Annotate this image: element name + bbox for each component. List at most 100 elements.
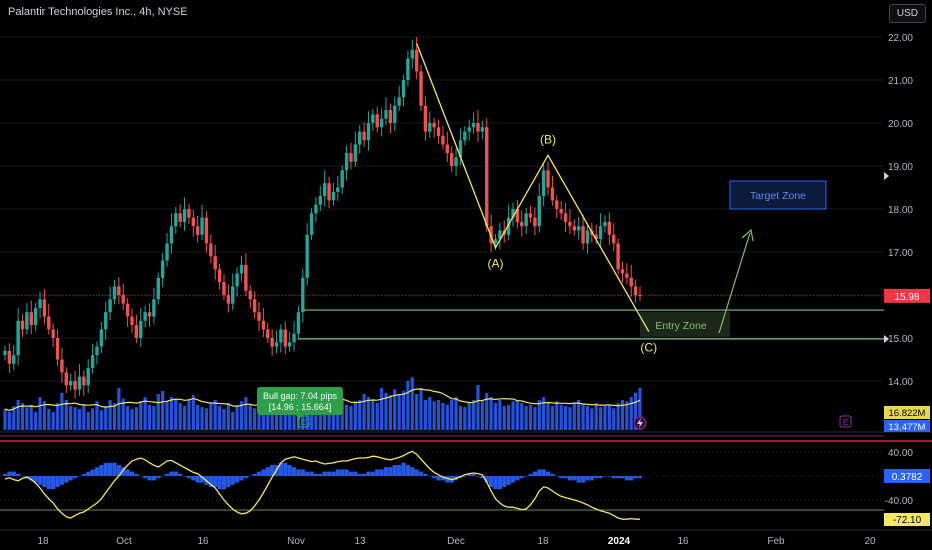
osc-histogram-bar (29, 476, 34, 481)
osc-histogram-bar (392, 465, 397, 476)
volume-bar (467, 403, 471, 430)
candle-body (287, 342, 292, 347)
wave-label: (B) (540, 132, 556, 146)
candle-body (585, 230, 590, 244)
osc-histogram-bar (94, 467, 100, 476)
volume-bar (209, 403, 213, 430)
volume-bar (139, 401, 143, 430)
candle-body (104, 312, 108, 330)
candle-body (476, 123, 480, 132)
osc-histogram-bar (554, 476, 559, 477)
osc-histogram-bar (77, 476, 82, 477)
osc-histogram-bar (2, 473, 8, 476)
osc-histogram-bar (637, 476, 643, 479)
osc-histogram-bar (143, 476, 148, 479)
volume-bar (594, 403, 598, 430)
volume-bar (480, 401, 484, 430)
volume-bar (147, 404, 152, 430)
osc-histogram-bar (572, 476, 577, 481)
volume-bar (104, 406, 108, 430)
candle-body (541, 170, 546, 197)
price-axis-tick: 21.00 (888, 76, 913, 87)
osc-histogram-bar (340, 469, 345, 476)
volume-badge (884, 420, 930, 432)
volume-bar (410, 377, 414, 430)
osc-histogram-bar (261, 469, 266, 476)
candle-body (191, 217, 196, 227)
osc-histogram-bar (585, 476, 590, 481)
bull-gap-tooltip (257, 387, 343, 415)
wave-label: (A) (487, 257, 503, 271)
candle-body (235, 273, 239, 287)
volume-bar (165, 401, 169, 430)
volume-bar (99, 410, 103, 430)
osc-histogram-bar (248, 476, 253, 477)
volume-bar (634, 392, 638, 430)
volume-bar (362, 394, 366, 430)
candle-body (47, 316, 51, 330)
candle-body (449, 153, 454, 166)
volume-bar (344, 404, 349, 430)
volume-bar (371, 398, 375, 430)
candle-body (209, 243, 213, 257)
volume-bar (568, 407, 572, 430)
candle-body (397, 97, 401, 106)
osc-histogram-bar (397, 465, 402, 476)
candle-body (108, 299, 112, 313)
osc-histogram-bar (414, 469, 419, 476)
candle-body (248, 290, 252, 300)
volume-bar (235, 406, 239, 430)
candle-body (156, 277, 160, 300)
candle-body (384, 110, 388, 119)
volume-bar (625, 401, 629, 430)
osc-histogram-bar (489, 476, 494, 487)
candle-body (537, 196, 541, 227)
volume-bar (156, 394, 160, 430)
candle-body (393, 105, 397, 123)
volume-bar (16, 400, 20, 430)
volume-bar (25, 407, 29, 430)
osc-histogram-bar (344, 469, 349, 476)
osc-histogram-bar (405, 465, 410, 476)
candle-body (419, 71, 423, 106)
candle-body (327, 183, 331, 201)
candle-body (423, 105, 428, 132)
osc-histogram-bar (436, 476, 441, 481)
volume-bar (34, 412, 38, 430)
volume-bar (47, 409, 51, 430)
bull-gap-line1: Bull gap: 7.04 pips (263, 391, 338, 401)
candle-body (33, 307, 38, 326)
currency-button[interactable]: USD (888, 4, 926, 23)
candle-body (362, 131, 366, 141)
candle-body (603, 221, 607, 227)
osc-histogram-bar (462, 476, 467, 477)
candle-body (274, 342, 279, 347)
osc-histogram-bar (217, 476, 222, 490)
axis-marker-arrow (884, 172, 889, 180)
osc-histogram-bar (243, 476, 248, 479)
volume-bar (515, 400, 519, 430)
volume-bar (607, 404, 611, 430)
candle-body (283, 329, 287, 347)
volume-bar (283, 406, 287, 430)
volume-bar (20, 403, 25, 430)
current-price-label: 15.98 (894, 292, 919, 303)
candle-body (568, 221, 572, 227)
osc-histogram-bar (362, 473, 367, 476)
osc-histogram-bar (379, 469, 384, 476)
volume-bar (143, 397, 147, 430)
volume-bar (620, 400, 625, 430)
volume-bar (152, 406, 156, 430)
candle-body (195, 226, 200, 235)
volume-bar (520, 403, 524, 430)
osc-histogram-bar (598, 476, 603, 479)
price-axis-tick: 18.00 (888, 205, 913, 216)
volume-bar (380, 388, 384, 430)
volume-bar (126, 406, 130, 430)
osc-histogram-bar (283, 462, 288, 476)
candle-body (616, 243, 620, 270)
osc-histogram-bar (221, 476, 227, 490)
candle-body (112, 286, 117, 300)
candle-body (546, 170, 550, 188)
